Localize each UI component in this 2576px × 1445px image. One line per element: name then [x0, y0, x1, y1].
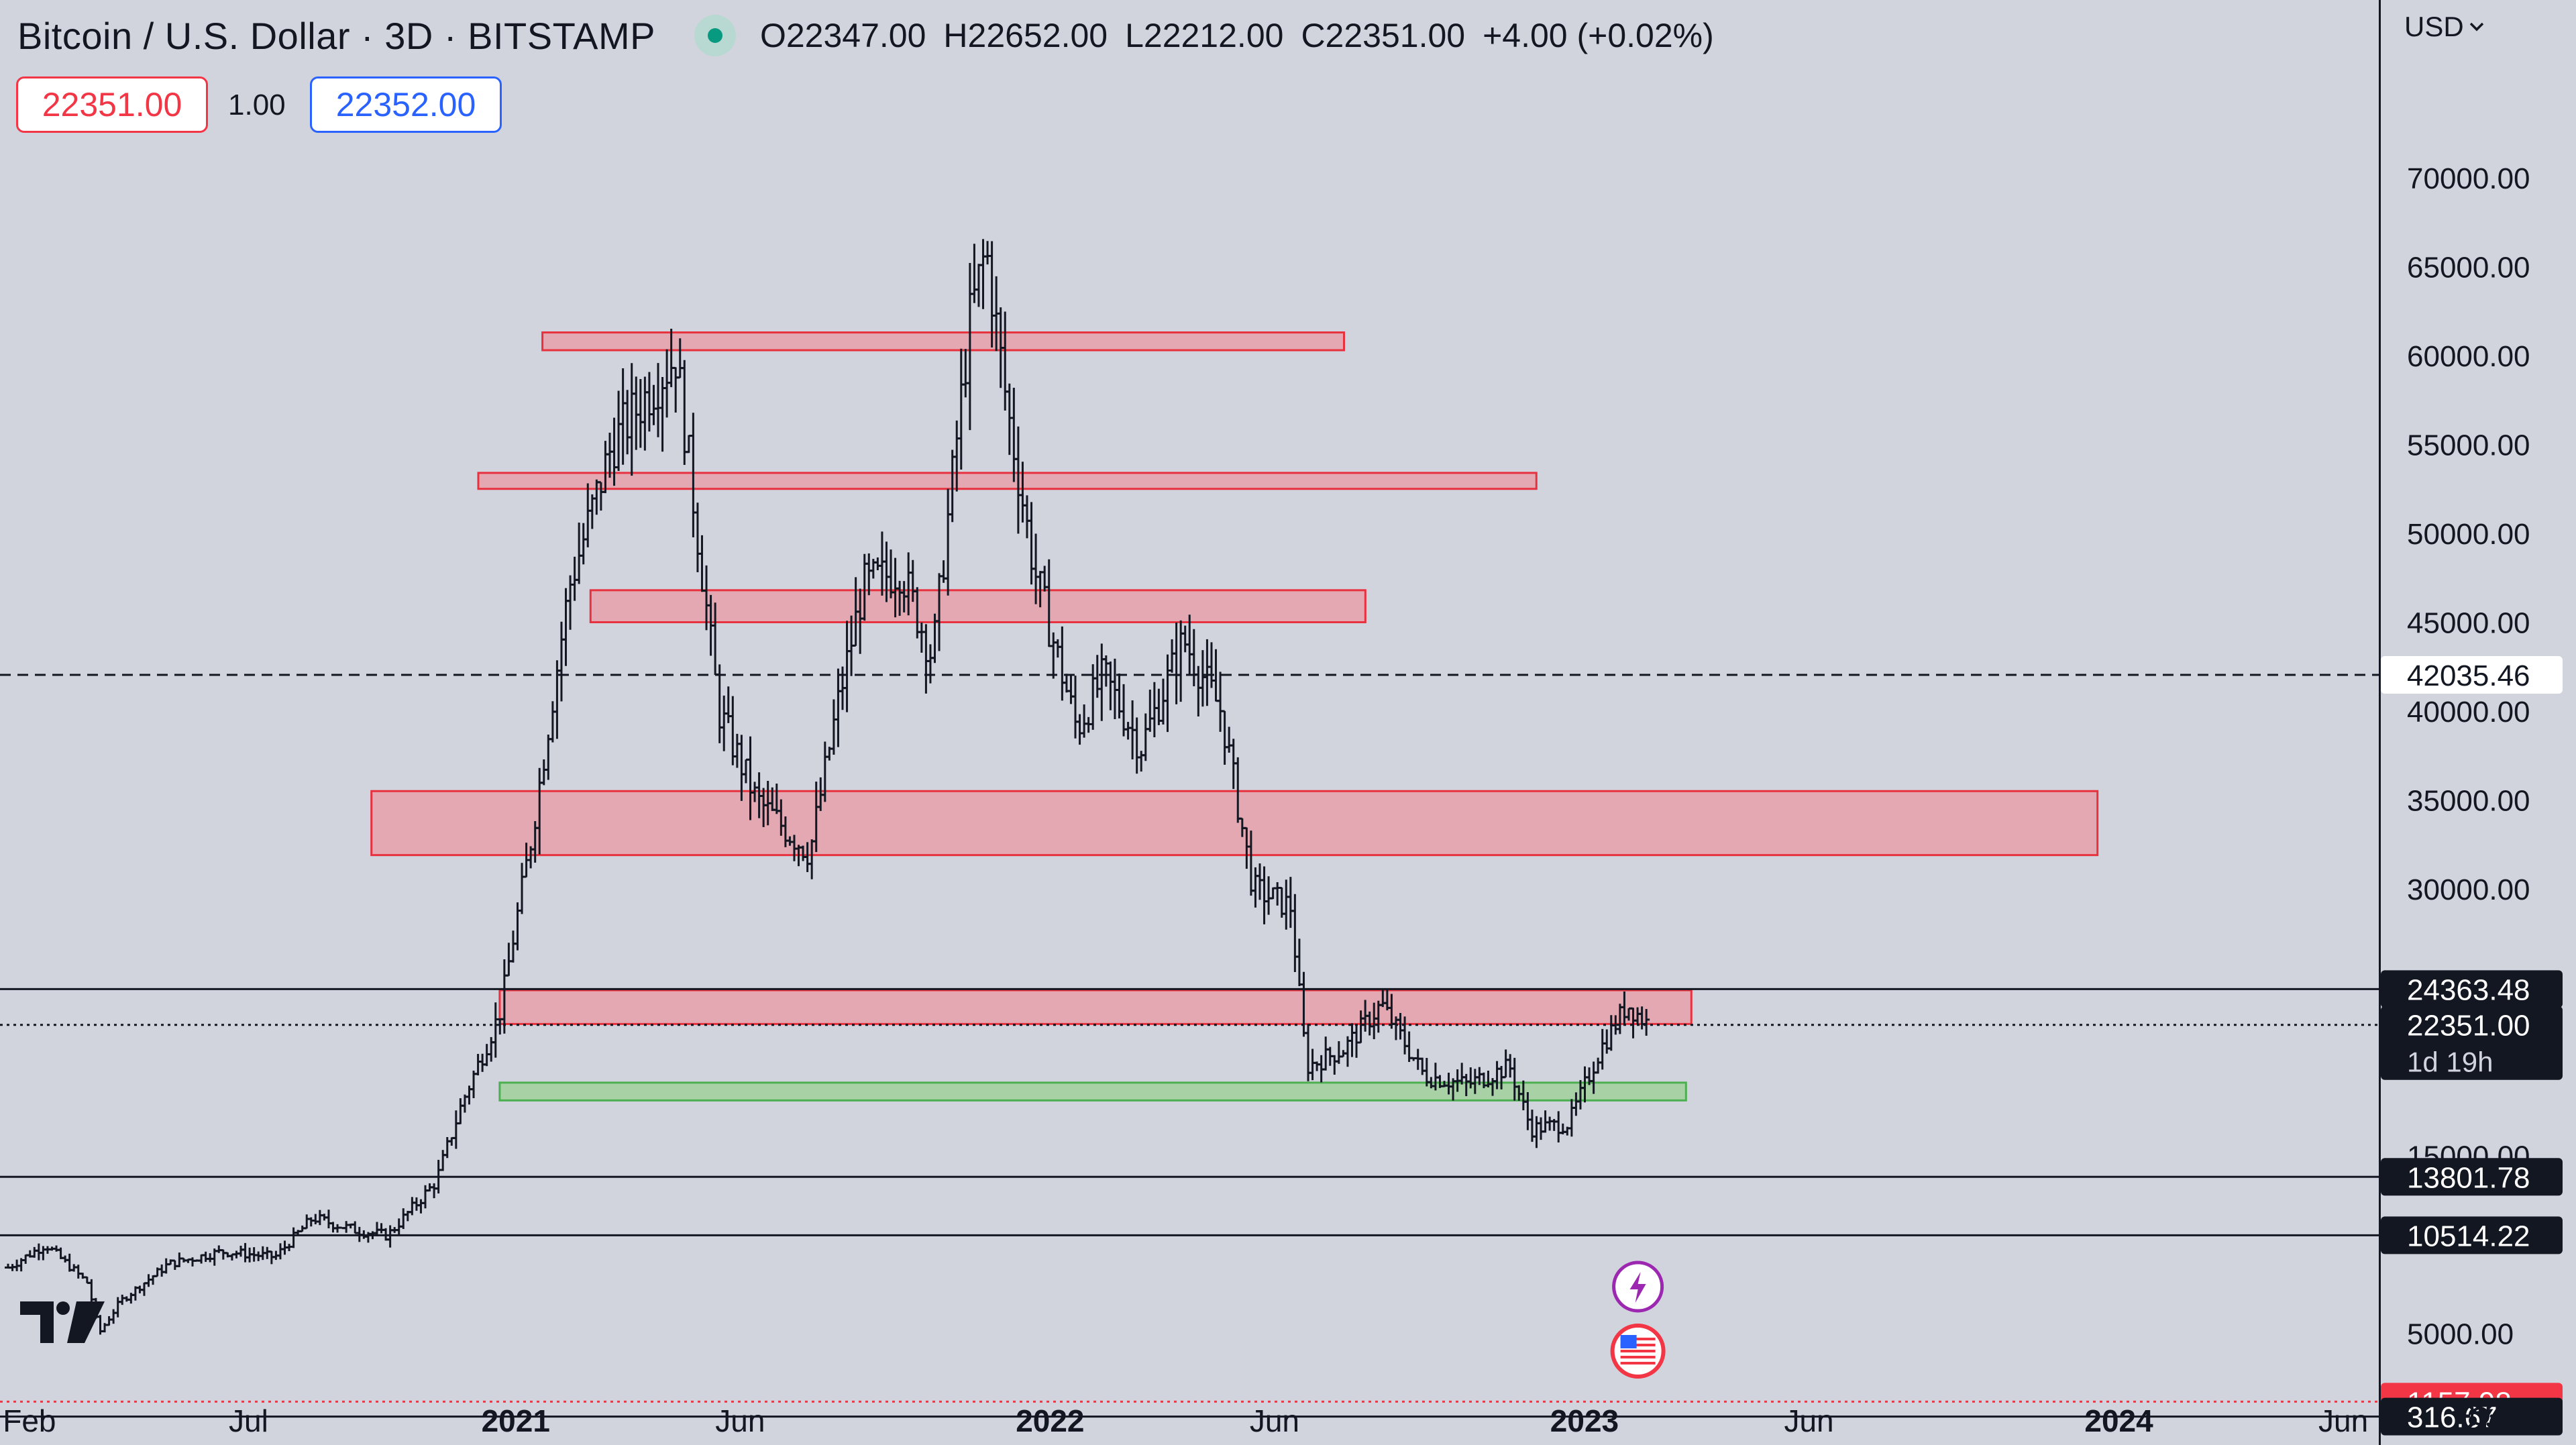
resistance-zone-0 [541, 331, 1345, 352]
change-value: +4.00 (+0.02%) [1483, 17, 1714, 54]
resistance-zone-4 [498, 989, 1693, 1025]
open-value: O22347.00 [759, 17, 926, 54]
chevron-down-icon [2469, 22, 2483, 32]
x-tick-0: Feb [3, 1403, 56, 1438]
time-axis: Feb Jul 2021 Jun 2022 Jun 2023 Jun 2024 Jun [3, 1403, 2368, 1438]
y-tick-1: 15000.00 [2407, 1140, 2530, 1173]
x-tick-6: 2023 [1550, 1403, 1619, 1438]
us-flag-icon [1610, 1324, 1666, 1379]
tradingview-logo-icon[interactable] [20, 1301, 105, 1348]
y-tick-0: 5000.00 [2407, 1318, 2514, 1351]
level-label-box-1 [2381, 970, 2563, 1008]
x-tick-7: Jun [1784, 1403, 1833, 1438]
support-zone-5 [498, 1081, 1687, 1102]
candles-layer [5, 239, 1650, 1335]
y-tick-2: 30000.00 [2407, 873, 2530, 906]
x-tick-9: Jun [2318, 1403, 2368, 1438]
level-sublabel-2: 1d 19h [2407, 1047, 2493, 1078]
x-tick-3: Jun [715, 1403, 765, 1438]
level-label-box-4 [2381, 1216, 2563, 1254]
close-value: C22351.00 [1301, 17, 1466, 54]
level-label-6: 316.67 [2407, 1401, 2498, 1434]
x-tick-5: Jun [1250, 1403, 1299, 1438]
y-tick-9: 65000.00 [2407, 252, 2530, 284]
x-tick-4: 2022 [1016, 1403, 1084, 1438]
level-label-box-0 [2381, 656, 2563, 694]
spread-value: 1.00 [228, 89, 286, 121]
currency-label: USD [2404, 11, 2464, 42]
price-axis: 5000.00 15000.00 30000.00 35000.00 40000.00 4… [2407, 162, 2530, 1351]
high-value: H22652.00 [943, 17, 1108, 54]
resistance-zone-1 [477, 472, 1538, 490]
x-tick-1: Jul [229, 1403, 268, 1438]
level-label-box-3 [2381, 1158, 2563, 1196]
y-tick-7: 55000.00 [2407, 429, 2530, 462]
y-tick-6: 50000.00 [2407, 518, 2530, 551]
y-tick-8: 60000.00 [2407, 340, 2530, 373]
resistance-zone-2 [589, 589, 1366, 623]
level-label-3: 13801.78 [2407, 1161, 2530, 1194]
level-label-box-2 [2381, 1006, 2563, 1080]
sell-button[interactable]: 22351.00 [16, 76, 208, 133]
symbol-title[interactable]: Bitcoin / U.S. Dollar · 3D · BITSTAMP [17, 14, 655, 57]
ohlc-values: O22347.00 H22652.00 L22212.00 C22351.00 … [760, 16, 1714, 55]
bolt-icon [1612, 1261, 1664, 1313]
level-label-4: 10514.22 [2407, 1220, 2530, 1252]
currency-selector[interactable]: USD [2404, 11, 2484, 43]
y-tick-5: 45000.00 [2407, 607, 2530, 640]
price-axis-separator [2379, 0, 2381, 1445]
y-tick-4: 40000.00 [2407, 696, 2530, 729]
level-label-2: 22351.00 [2407, 1010, 2530, 1042]
x-tick-8: 2024 [2084, 1403, 2153, 1438]
events-layer [1610, 1261, 1666, 1379]
low-value: L22212.00 [1125, 17, 1284, 54]
level-label-0: 42035.46 [2407, 659, 2530, 692]
x-tick-2: 2021 [482, 1403, 550, 1438]
y-tick-10: 70000.00 [2407, 162, 2530, 195]
resistance-zone-3 [370, 790, 2099, 857]
zones-layer [370, 331, 2099, 1102]
levels-layer: 42035.46 24363.48 22351.00 1d 19h 13801.78 10… [0, 656, 2563, 1436]
chart-header: Bitcoin / U.S. Dollar · 3D · BITSTAMP O2… [17, 12, 1714, 59]
buy-button[interactable]: 22352.00 [310, 76, 502, 133]
level-label-1: 24363.48 [2407, 973, 2530, 1006]
y-tick-3: 35000.00 [2407, 785, 2530, 818]
market-status-icon [694, 15, 736, 56]
settings-gear-icon[interactable] [2459, 1395, 2501, 1437]
